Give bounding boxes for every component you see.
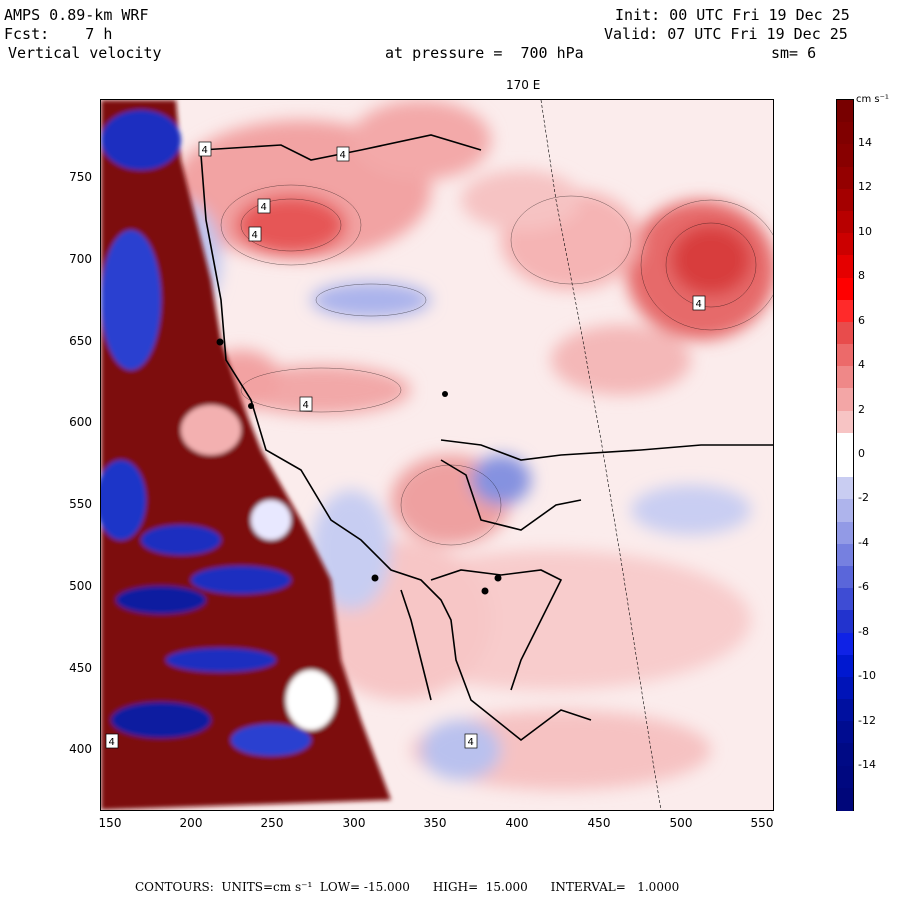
colorbar-label: 12 [858, 180, 872, 193]
colorbar-segment [837, 410, 853, 434]
forecast-hour: Fcst: 7 h [4, 25, 113, 43]
colorbar-label: -10 [858, 669, 876, 682]
contour-label: 4 [336, 146, 350, 162]
meridian-label: 170 E [506, 78, 541, 92]
colorbar [836, 99, 854, 811]
x-tick-label: 300 [342, 816, 366, 830]
x-tick-label: 450 [587, 816, 611, 830]
colorbar-segment [837, 676, 853, 700]
contour-label: 4 [692, 295, 706, 311]
colorbar-segment [837, 388, 853, 412]
svg-text:4: 4 [303, 400, 309, 411]
map-panel: 4 4 4 4 4 4 4 [100, 99, 774, 811]
colorbar-segment [837, 499, 853, 523]
colorbar-segment [837, 144, 853, 168]
colorbar-segment [837, 632, 853, 656]
colorbar-segment [837, 787, 853, 811]
y-tick-label: 450 [69, 661, 92, 675]
colorbar-segment [837, 344, 853, 367]
colorbar-segment [837, 477, 853, 500]
contour-label: 4 [299, 396, 313, 412]
y-tick-label: 650 [69, 334, 92, 348]
colorbar-label: 2 [858, 403, 865, 416]
model-title: AMPS 0.89-km WRF [4, 6, 149, 24]
colorbar-label: -14 [858, 758, 876, 771]
svg-text:4: 4 [252, 230, 258, 241]
svg-text:4: 4 [202, 145, 208, 156]
colorbar-segment [837, 521, 853, 545]
vertical-velocity-field: 4 4 4 4 4 4 4 [101, 100, 773, 810]
svg-text:4: 4 [696, 299, 702, 310]
y-tick-label: 500 [69, 579, 92, 593]
colorbar-segment [837, 432, 853, 456]
x-tick-label: 400 [505, 816, 529, 830]
y-tick-label: 700 [69, 252, 92, 266]
x-tick-label: 150 [98, 816, 122, 830]
colorbar-segment [837, 277, 853, 301]
colorbar-segment [837, 100, 853, 123]
colorbar-segment [837, 321, 853, 345]
x-tick-label: 200 [179, 816, 203, 830]
pressure-level: at pressure = 700 hPa [385, 44, 584, 62]
contour-info-footer: CONTOURS: UNITS=cm s⁻¹ LOW= -15.000 HIGH… [135, 880, 680, 894]
colorbar-segment [837, 188, 853, 212]
y-tick-label: 750 [69, 170, 92, 184]
svg-text:4: 4 [109, 737, 115, 748]
colorbar-segment [837, 455, 853, 478]
colorbar-label: 0 [858, 447, 865, 460]
colorbar-segment [837, 166, 853, 190]
colorbar-segment [837, 122, 853, 145]
colorbar-label: -2 [858, 491, 869, 504]
colorbar-segment [837, 765, 853, 789]
contour-label: 4 [198, 141, 212, 157]
svg-text:4: 4 [468, 737, 474, 748]
svg-text:4: 4 [340, 150, 346, 161]
init-time: Init: 00 UTC Fri 19 Dec 25 [615, 6, 850, 24]
colorbar-label: 6 [858, 314, 865, 327]
colorbar-label: 4 [858, 358, 865, 371]
colorbar-segment [837, 255, 853, 278]
colorbar-label: -8 [858, 625, 869, 638]
colorbar-segment [837, 588, 853, 611]
colorbar-label: -6 [858, 580, 869, 593]
contour-label: 4 [248, 226, 262, 242]
colorbar-segment [837, 233, 853, 256]
contour-label: 4 [464, 733, 478, 749]
colorbar-segment [837, 743, 853, 767]
colorbar-label: 8 [858, 269, 865, 282]
x-tick-label: 500 [669, 816, 693, 830]
x-tick-label: 550 [750, 816, 774, 830]
colorbar-segment [837, 565, 853, 589]
svg-text:4: 4 [261, 202, 267, 213]
colorbar-units: cm s⁻¹ [856, 94, 889, 105]
colorbar-label: 14 [858, 136, 872, 149]
colorbar-segment [837, 654, 853, 678]
valid-time: Valid: 07 UTC Fri 19 Dec 25 [604, 25, 848, 43]
colorbar-segment [837, 210, 853, 234]
field-name: Vertical velocity [8, 44, 162, 62]
colorbar-segment [837, 366, 853, 389]
contour-label: 4 [105, 733, 119, 749]
smoothing-value: sm= 6 [771, 44, 817, 62]
x-tick-label: 250 [260, 816, 284, 830]
colorbar-label: -4 [858, 536, 869, 549]
colorbar-segment [837, 299, 853, 323]
contour-label: 4 [257, 198, 271, 214]
x-tick-label: 350 [423, 816, 447, 830]
colorbar-segment [837, 610, 853, 633]
y-tick-label: 600 [69, 415, 92, 429]
colorbar-segment [837, 543, 853, 567]
colorbar-segment [837, 721, 853, 744]
colorbar-segment [837, 699, 853, 722]
y-tick-label: 400 [69, 742, 92, 756]
colorbar-label: -12 [858, 714, 876, 727]
colorbar-label: 10 [858, 225, 872, 238]
contour-labels: 4 4 4 4 4 4 4 [105, 141, 706, 749]
y-tick-label: 550 [69, 497, 92, 511]
